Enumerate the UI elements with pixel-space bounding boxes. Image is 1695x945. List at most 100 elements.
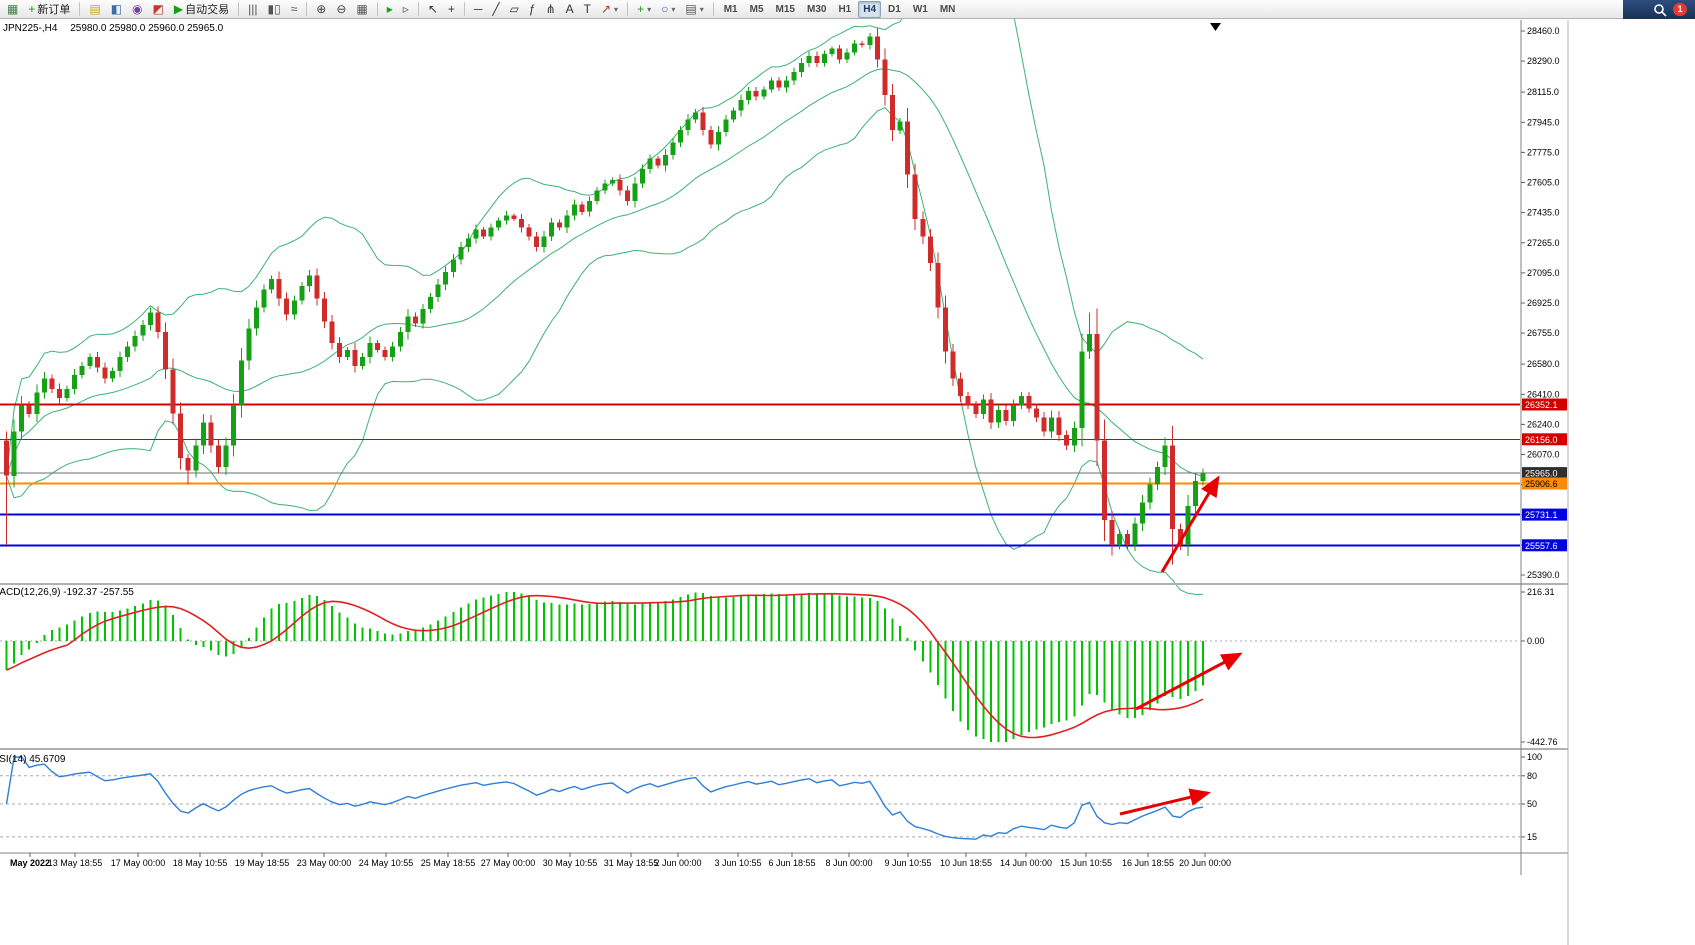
svg-text:16 Jun 18:55: 16 Jun 18:55 <box>1122 858 1174 868</box>
new-order-button[interactable]: + 新订单 <box>24 1 74 18</box>
toolbar-separator <box>712 2 714 16</box>
zoom-out-icon: ⊖ <box>336 2 347 16</box>
periods-icon: ○ <box>661 2 669 16</box>
svg-text:28115.0: 28115.0 <box>1527 87 1559 97</box>
navigator-icon[interactable]: ◉ <box>128 1 146 18</box>
chevron-down-icon: ▾ <box>647 4 652 14</box>
timeframe-button-mn[interactable]: MN <box>939 3 956 15</box>
text-icon: A <box>565 2 574 16</box>
notification-badge[interactable]: 1 <box>1673 3 1687 16</box>
timeframe-button-w1[interactable]: W1 <box>912 3 928 15</box>
text-button[interactable]: A <box>562 1 578 18</box>
template-button[interactable]: ▤ ▾ <box>681 1 707 18</box>
timeframe-button-m5[interactable]: M5 <box>749 3 764 15</box>
timeframe-button-h1[interactable]: H1 <box>838 3 852 15</box>
trendline-button[interactable]: ╱ <box>488 1 503 18</box>
zoom-out-button[interactable]: ⊖ <box>332 1 350 18</box>
trend-arrow-rsi[interactable] <box>1119 788 1211 816</box>
macd-histogram <box>5 592 1204 742</box>
macd-signal-line <box>6 592 1204 739</box>
trend-arrow-main[interactable] <box>1160 475 1220 573</box>
price-badge-25906.6: 25906.6 <box>1525 479 1558 489</box>
svg-text:26070.0: 26070.0 <box>1527 450 1560 460</box>
svg-text:28290.0: 28290.0 <box>1527 56 1560 66</box>
svg-text:80: 80 <box>1527 771 1537 781</box>
horizontal-line-button[interactable]: ─ <box>470 1 487 18</box>
auto-trading-button[interactable]: ▶ 自动交易 <box>170 1 233 18</box>
bar-chart-icon: ||| <box>248 2 258 16</box>
crosshair-button[interactable]: + <box>444 1 459 18</box>
toolbar-separator <box>376 2 378 16</box>
svg-text:17 May 00:00: 17 May 00:00 <box>111 858 166 868</box>
equidistant-channel-button[interactable]: ▱ <box>506 1 523 18</box>
svg-text:31 May 18:55: 31 May 18:55 <box>604 858 659 868</box>
cursor-button[interactable]: ↖ <box>424 1 442 18</box>
tile-windows-button[interactable]: ▦ <box>352 1 371 18</box>
macd-axis: 216.31 0.00 -442.76 <box>1521 587 1558 747</box>
arrows-icon: ↗ <box>600 2 612 16</box>
svg-text:27095.0: 27095.0 <box>1527 268 1560 278</box>
price-badge-25965.0: 25965.0 <box>1525 469 1558 479</box>
indicators-button[interactable]: + ▾ <box>633 1 655 18</box>
svg-text:100: 100 <box>1527 752 1542 762</box>
navigator-icon-icon: ◉ <box>132 2 143 16</box>
new-order-icon: + <box>28 2 36 16</box>
chart-window-icon[interactable]: ▦ <box>3 1 22 18</box>
svg-text:25 May 18:55: 25 May 18:55 <box>421 858 476 868</box>
line-chart-button[interactable]: ≈ <box>287 1 302 18</box>
svg-text:27 May 00:00: 27 May 00:00 <box>481 858 536 868</box>
timeframe-button-m30[interactable]: M30 <box>806 3 827 15</box>
chart-shift-button[interactable]: ▹ <box>399 1 413 18</box>
svg-text:8 Jun 00:00: 8 Jun 00:00 <box>825 858 872 868</box>
svg-text:30 May 10:55: 30 May 10:55 <box>543 858 598 868</box>
price-badge-25731.1: 25731.1 <box>1525 510 1558 520</box>
data-window-icon[interactable]: ◧ <box>107 1 126 18</box>
svg-text:3 Jun 10:55: 3 Jun 10:55 <box>714 858 761 868</box>
svg-text:216.31: 216.31 <box>1527 587 1555 597</box>
timeframe-button-h4[interactable]: H4 <box>858 0 882 18</box>
svg-text:13 May 18:55: 13 May 18:55 <box>48 858 103 868</box>
price-badge-25557.6: 25557.6 <box>1525 541 1558 551</box>
price-axis: 28460.0 28290.0 28115.0 27945.0 27775.0 27605… <box>1521 26 1560 580</box>
text-label-button[interactable]: T <box>580 1 595 18</box>
chevron-down-icon: ▾ <box>614 4 619 14</box>
bollinger-bands <box>6 0 1204 595</box>
data-window-icon-icon: ◧ <box>110 2 123 16</box>
svg-text:19 May 18:55: 19 May 18:55 <box>235 858 290 868</box>
svg-text:15: 15 <box>1527 832 1537 842</box>
svg-text:26580.0: 26580.0 <box>1527 359 1560 369</box>
fibonacci-icon: ƒ <box>528 2 536 16</box>
toolbar-separator <box>306 2 308 16</box>
market-watch-icon-icon: ▤ <box>89 2 101 16</box>
candlestick-chart-button[interactable]: ▮▯ <box>263 1 284 18</box>
periods-button[interactable]: ○ ▾ <box>657 1 679 18</box>
svg-text:26925.0: 26925.0 <box>1527 298 1560 308</box>
auto-scroll-icon: ▸ <box>386 2 393 16</box>
arrows-button[interactable]: ↗ ▾ <box>597 1 622 18</box>
equidistant-channel-icon: ▱ <box>509 2 519 16</box>
trend-arrow-macd[interactable] <box>1135 652 1243 711</box>
timeframe-button-d1[interactable]: D1 <box>888 3 901 15</box>
terminal-icon[interactable]: ◩ <box>149 1 168 18</box>
market-watch-icon[interactable]: ▤ <box>85 1 104 18</box>
svg-text:27775.0: 27775.0 <box>1527 147 1560 157</box>
svg-text:-442.76: -442.76 <box>1527 737 1558 747</box>
timeframe-button-m15[interactable]: M15 <box>775 3 795 15</box>
chevron-down-icon: ▾ <box>671 4 676 14</box>
template-icon: ▤ <box>685 2 697 16</box>
svg-text:18 May 10:55: 18 May 10:55 <box>173 858 228 868</box>
cursor-icon: ↖ <box>427 2 438 16</box>
andrews-pitchfork-button[interactable]: ⋔ <box>542 1 560 18</box>
zoom-in-button[interactable]: ⊕ <box>312 1 330 18</box>
search-icon[interactable] <box>1653 3 1667 17</box>
candlesticks <box>4 28 1206 565</box>
trend-arrow-annotations[interactable] <box>1119 475 1243 816</box>
chart-window-icon-icon: ▦ <box>7 2 19 16</box>
fibonacci-button[interactable]: ƒ <box>525 1 540 18</box>
bar-chart-button[interactable]: ||| <box>244 1 261 18</box>
timeframe-button-m1[interactable]: M1 <box>723 3 738 15</box>
auto-scroll-button[interactable]: ▸ <box>383 1 397 18</box>
